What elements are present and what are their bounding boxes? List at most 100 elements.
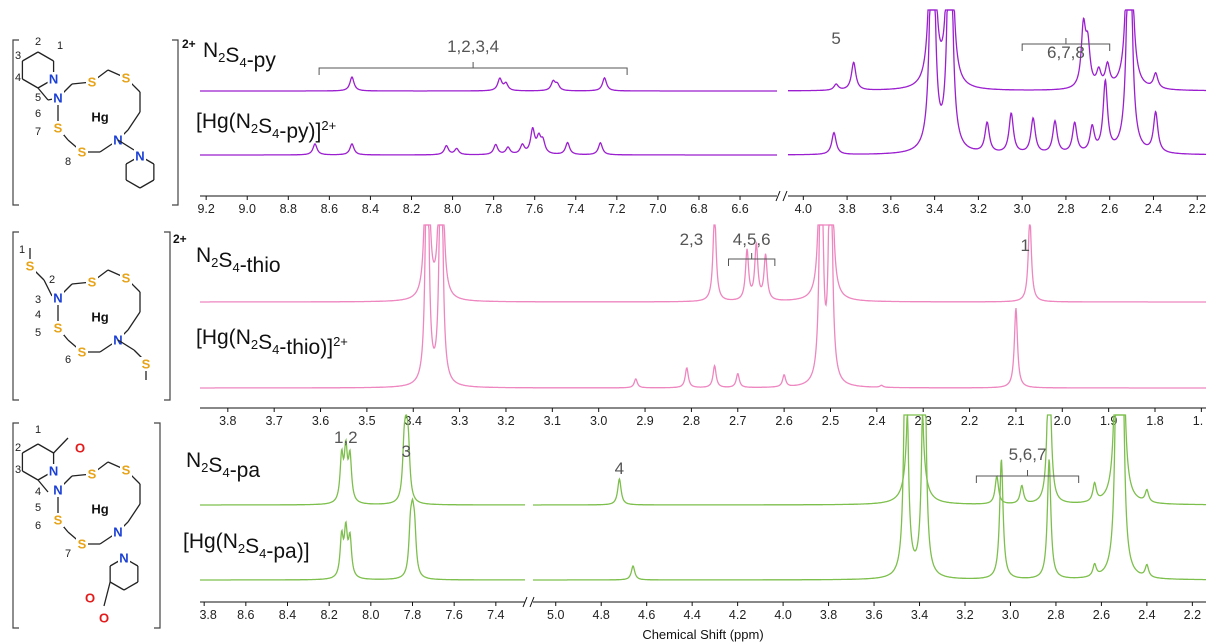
axis-thio-tick-label-6: 3.2: [497, 414, 514, 428]
atom-number: 5: [35, 92, 41, 104]
axis-py-tick-label-20: 2.8: [1057, 202, 1074, 216]
annotation-3-bracket: [975, 470, 1080, 483]
annotation-0-label: 2,3: [680, 230, 704, 249]
panel-pa: 3.8 8.6 8.4 8.2 8.0 7.8 7.6 7.4 5.0 4.8 4.6 4.4 4.2 4…: [183, 414, 1206, 622]
atom-number: 4: [35, 486, 41, 498]
sulfur-atom-bg: [86, 467, 98, 481]
annotation-2-label: 4: [615, 459, 624, 478]
label-thio-hg: [Hg(N2S4-thio)]2+: [196, 326, 348, 359]
axis-py-tick-label-22: 2.4: [1145, 202, 1162, 216]
oxygen-atom: O: [75, 441, 85, 456]
pyridine-top-bond: [22, 78, 39, 89]
axis-break: [775, 190, 788, 202]
axis-py-tick-label-11: 7.0: [649, 202, 666, 216]
sulfur-atom: S: [88, 275, 97, 290]
axis-thio-tick-label-3: 3.5: [358, 414, 375, 428]
sulfur-atom: S: [122, 71, 131, 86]
pyridine-top-bond: [37, 443, 54, 454]
sulfur-atom-bg: [140, 357, 152, 371]
mercury-label: Hg: [91, 502, 108, 517]
carboxyl-carbon-bg: [62, 423, 74, 437]
axis-py-tick-label-19: 3.0: [1013, 202, 1030, 216]
x-axis-label: Chemical Shift (ppm): [642, 627, 763, 642]
atom-number: 8: [65, 156, 71, 168]
nitrogen-atom: N: [53, 483, 62, 498]
axis-py-tick-label-10: 7.2: [608, 202, 625, 216]
atom-number: 4: [35, 309, 41, 321]
atom-number: 6: [35, 108, 41, 120]
oxygen-atom-bg: [98, 611, 110, 625]
oxygen-atom-bg: [74, 441, 86, 455]
axis-thio-tick-label-11: 2.7: [729, 414, 746, 428]
axis-pa-tick-label-12: 4.2: [729, 608, 746, 622]
atom-number: 3: [15, 50, 21, 62]
atom-number: 5: [35, 502, 41, 514]
sulfur-atom-bg: [24, 259, 36, 273]
axis-pa-tick-label-8: 5.0: [547, 608, 564, 622]
sulfur-atom: S: [142, 357, 151, 372]
annotation-0-label: 1,2: [334, 428, 358, 447]
spectrum-pa-hg-segment-0: [200, 497, 525, 581]
label-thio-free: N2S4-thio: [196, 244, 281, 277]
nitrogen-atom-bg: [52, 291, 64, 305]
axis-pa-tick-label-18: 3.0: [1002, 608, 1019, 622]
pyridine-nitrogen-bg: [47, 464, 60, 478]
nitrogen-atom: N: [113, 525, 122, 540]
axis-py-tick-label-7: 7.8: [485, 202, 502, 216]
pyridine-top-bond: [22, 51, 39, 62]
atom-number: 1: [19, 244, 25, 256]
sulfur-atom-bg: [120, 271, 132, 285]
pyridine-top-bond: [22, 443, 39, 454]
atom-number: 2: [35, 36, 41, 48]
spectrum-pa-free-segment-1: [533, 414, 1206, 506]
axis-py-tick-label-8: 7.6: [526, 202, 543, 216]
atom-number: 5: [35, 327, 41, 339]
annotation-1-bracket: [727, 253, 776, 266]
axis-pa-tick-label-2: 8.4: [279, 608, 296, 622]
linker-bond: [37, 479, 49, 493]
nitrogen-atom: N: [53, 291, 62, 306]
axis-py-tick-label-13: 6.6: [731, 202, 748, 216]
atom-number: 3: [15, 464, 21, 476]
axis-thio-tick-label-17: 2.1: [1007, 414, 1024, 428]
pyridine-bottom-bond: [123, 581, 139, 591]
pyridine-nitrogen: N: [49, 72, 58, 87]
pyridine-nitrogen: N: [119, 551, 128, 566]
axis-pa-tick-label-9: 4.8: [593, 608, 610, 622]
axis-pa-tick-label-1: 8.6: [237, 608, 254, 622]
sulfur-atom-bg: [76, 537, 88, 551]
sulfur-atom-bg: [120, 71, 132, 85]
thioether-bond: [117, 339, 135, 351]
axis-py-tick-label-18: 3.2: [970, 202, 987, 216]
axis-py-tick-label-1: 9.0: [239, 202, 256, 216]
charge-thio: 2+: [173, 232, 187, 246]
spectrum-thio-hg-segment-0: [200, 224, 1206, 389]
spectrum-py-free-segment-0: [200, 76, 777, 92]
panel-py: 9.2 9.0 8.8 8.6 8.4 8.2 8.0 7.8 7.6 7.4 7.2 7.0 6.8 6…: [196, 9, 1206, 216]
axis-break: [522, 596, 535, 608]
pyridine-bottom-bond: [109, 581, 125, 591]
sulfur-atom-bg: [120, 463, 132, 477]
atom-number: 2: [49, 274, 55, 286]
axis-py-tick-label-4: 8.4: [362, 202, 379, 216]
label-pa-free: N2S4-pa: [186, 449, 260, 482]
sulfur-atom: S: [54, 513, 63, 528]
sulfur-atom: S: [122, 463, 131, 478]
spectrum-pa-hg-segment-1: [533, 414, 1206, 581]
spectrum-py-hg-segment-1: [788, 9, 1206, 156]
atom-number: 3: [35, 294, 41, 306]
axis-pa-tick-label-14: 3.8: [820, 608, 837, 622]
axis-py-tick-label-12: 6.8: [690, 202, 707, 216]
ring-bond: [127, 311, 141, 331]
mercury-label: Hg: [91, 110, 108, 125]
atom-number: 2: [15, 442, 21, 454]
pyridine-nitrogen: N: [49, 464, 58, 479]
label-py-hg: [Hg(N2S4-py)]2+: [196, 110, 336, 143]
structure-py-left-bracket: [12, 39, 19, 206]
axis-py-tick-label-2: 8.8: [280, 202, 297, 216]
sulfur-atom: S: [26, 259, 35, 274]
axis-py-tick-label-16: 3.6: [882, 202, 899, 216]
